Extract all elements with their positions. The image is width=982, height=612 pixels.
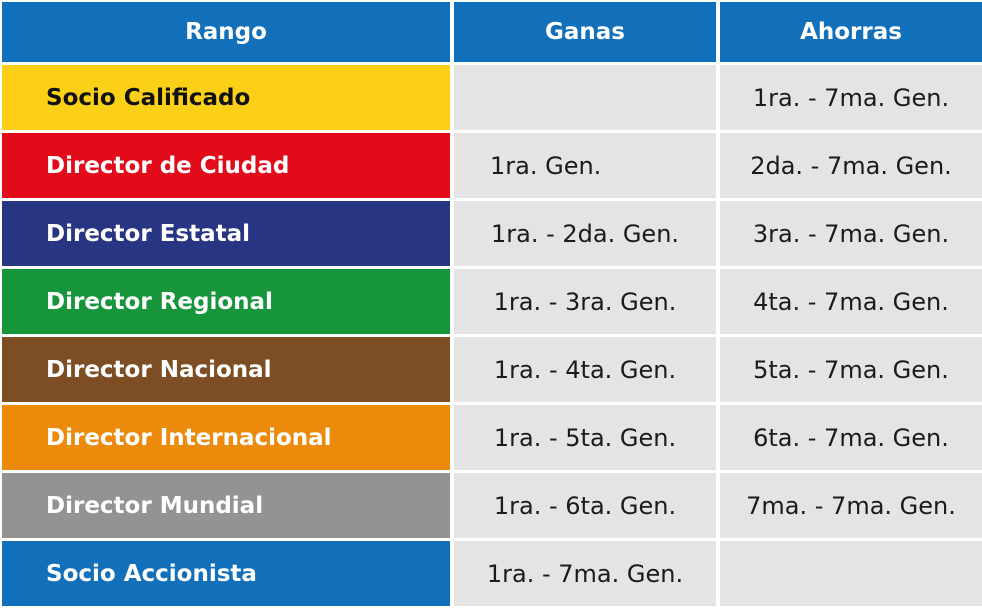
- ahorras-cell: 1ra. - 7ma. Gen.: [720, 65, 982, 130]
- header-ahorras: Ahorras: [720, 2, 982, 62]
- ganas-cell: 1ra. - 7ma. Gen.: [454, 541, 716, 606]
- rank-director-regional: Director Regional: [2, 269, 450, 334]
- ahorras-cell: 2da. - 7ma. Gen.: [720, 133, 982, 198]
- rank-director-nacional: Director Nacional: [2, 337, 450, 402]
- rank-director-mundial: Director Mundial: [2, 473, 450, 538]
- ahorras-cell: 7ma. - 7ma. Gen.: [720, 473, 982, 538]
- rank-socio-calificado: Socio Calificado: [2, 65, 450, 130]
- ganas-cell: 1ra. - 2da. Gen.: [454, 201, 716, 266]
- ganas-cell: [454, 65, 716, 130]
- ahorras-cell: 4ta. - 7ma. Gen.: [720, 269, 982, 334]
- ahorras-cell: [720, 541, 982, 606]
- ganas-cell: 1ra. Gen.: [454, 133, 716, 198]
- rank-director-internacional: Director Internacional: [2, 405, 450, 470]
- ganas-cell: 1ra. - 6ta. Gen.: [454, 473, 716, 538]
- ganas-cell: 1ra. - 4ta. Gen.: [454, 337, 716, 402]
- ganas-cell: 1ra. - 5ta. Gen.: [454, 405, 716, 470]
- rank-director-de-ciudad: Director de Ciudad: [2, 133, 450, 198]
- header-ganas: Ganas: [454, 2, 716, 62]
- ahorras-cell: 5ta. - 7ma. Gen.: [720, 337, 982, 402]
- rank-director-estatal: Director Estatal: [2, 201, 450, 266]
- ahorras-cell: 3ra. - 7ma. Gen.: [720, 201, 982, 266]
- ahorras-cell: 6ta. - 7ma. Gen.: [720, 405, 982, 470]
- header-rango: Rango: [2, 2, 450, 62]
- ganas-cell: 1ra. - 3ra. Gen.: [454, 269, 716, 334]
- rank-socio-accionista: Socio Accionista: [2, 541, 450, 606]
